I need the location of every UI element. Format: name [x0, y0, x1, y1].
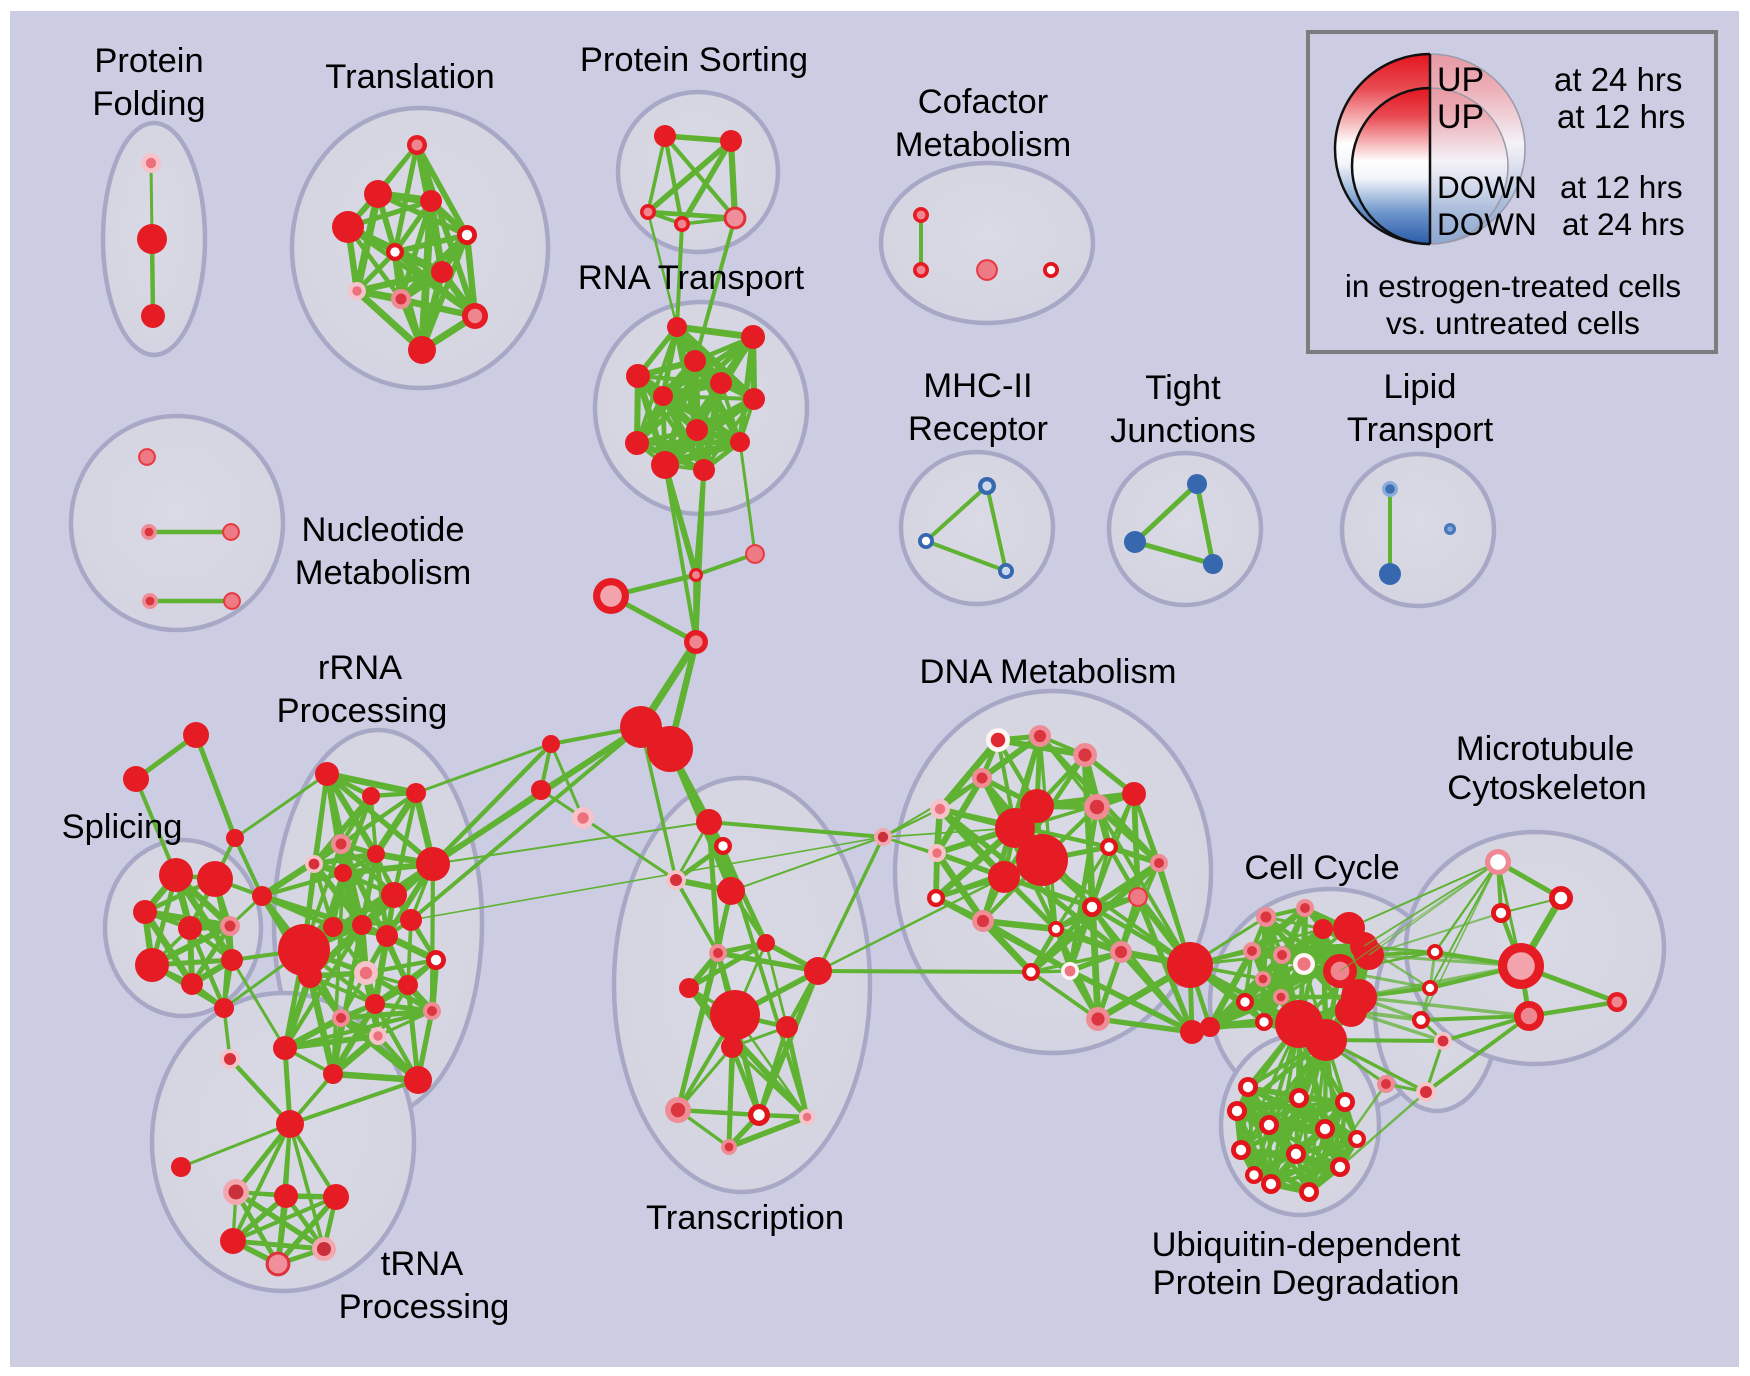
svg-text:at 12 hrs: at 12 hrs — [1560, 169, 1683, 205]
svg-text:DOWN: DOWN — [1437, 206, 1537, 242]
svg-text:Ubiquitin-dependent: Ubiquitin-dependent — [1152, 1226, 1461, 1264]
svg-text:Protein Degradation: Protein Degradation — [1153, 1264, 1460, 1302]
svg-text:tRNA: tRNA — [381, 1245, 463, 1283]
svg-text:Protein Sorting: Protein Sorting — [580, 41, 808, 79]
svg-text:Cytoskeleton: Cytoskeleton — [1447, 769, 1646, 807]
svg-text:Junctions: Junctions — [1110, 412, 1256, 450]
svg-text:Cell Cycle: Cell Cycle — [1244, 849, 1399, 887]
svg-text:RNA Transport: RNA Transport — [578, 259, 805, 297]
svg-text:Protein: Protein — [94, 42, 203, 80]
svg-text:DNA Metabolism: DNA Metabolism — [920, 653, 1177, 691]
svg-text:Lipid: Lipid — [1384, 368, 1457, 406]
svg-text:Folding: Folding — [92, 85, 205, 123]
svg-text:Receptor: Receptor — [908, 410, 1048, 448]
svg-text:Cofactor: Cofactor — [918, 83, 1048, 121]
svg-text:Translation: Translation — [325, 58, 494, 96]
svg-text:Transport: Transport — [1347, 411, 1494, 449]
svg-text:in estrogen-treated cells: in estrogen-treated cells — [1345, 268, 1681, 304]
svg-text:UP: UP — [1437, 61, 1484, 99]
svg-text:rRNA: rRNA — [318, 649, 402, 687]
svg-text:Processing: Processing — [339, 1288, 510, 1326]
svg-text:at 24 hrs: at 24 hrs — [1562, 206, 1685, 242]
svg-text:Tight: Tight — [1145, 369, 1221, 407]
svg-text:Processing: Processing — [277, 692, 448, 730]
svg-text:UP: UP — [1437, 98, 1484, 136]
svg-text:Transcription: Transcription — [646, 1199, 844, 1237]
svg-text:Metabolism: Metabolism — [295, 554, 471, 592]
svg-text:Nucleotide: Nucleotide — [301, 511, 464, 549]
svg-text:Metabolism: Metabolism — [895, 126, 1071, 164]
svg-text:at 24 hrs: at 24 hrs — [1554, 61, 1682, 98]
svg-text:DOWN: DOWN — [1437, 169, 1537, 205]
svg-text:vs. untreated cells: vs. untreated cells — [1386, 305, 1640, 341]
svg-text:Microtubule: Microtubule — [1456, 730, 1634, 768]
svg-text:MHC-II: MHC-II — [923, 367, 1032, 405]
svg-text:Splicing: Splicing — [62, 808, 183, 846]
svg-text:at 12 hrs: at 12 hrs — [1557, 98, 1685, 135]
